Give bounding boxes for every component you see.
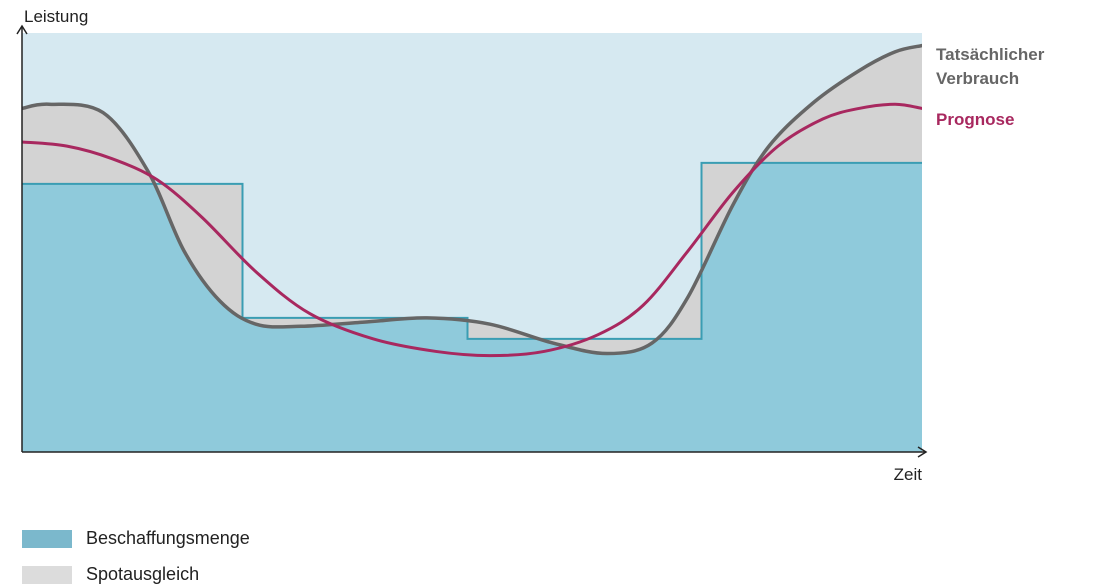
y-axis-arrow — [16, 24, 28, 35]
x-axis-arrow — [917, 446, 928, 458]
y-axis-label: Leistung — [24, 7, 88, 26]
legend-item-beschaffungsmenge: Beschaffungsmenge — [22, 528, 250, 549]
legend-swatch-beschaffungsmenge — [22, 529, 72, 548]
legend-swatch-spotausgleich — [22, 565, 72, 584]
x-axis-label: Zeit — [894, 465, 923, 484]
actual-consumption-line — [22, 43, 922, 356]
beschaffungsmenge-area — [22, 162, 922, 452]
series-label-forecast: Prognose — [936, 110, 1014, 129]
series-label-actual-line2: Verbrauch — [936, 69, 1019, 88]
forecast-line — [22, 102, 922, 358]
legend-label-beschaffungsmenge: Beschaffungsmenge — [86, 528, 250, 548]
legend-item-spotausgleich: Spotausgleich — [22, 564, 199, 585]
legend-label-spotausgleich: Spotausgleich — [86, 564, 200, 584]
beschaffungsmenge-step-line — [22, 161, 922, 340]
series-label-actual-line1: Tatsächlicher — [936, 45, 1045, 64]
